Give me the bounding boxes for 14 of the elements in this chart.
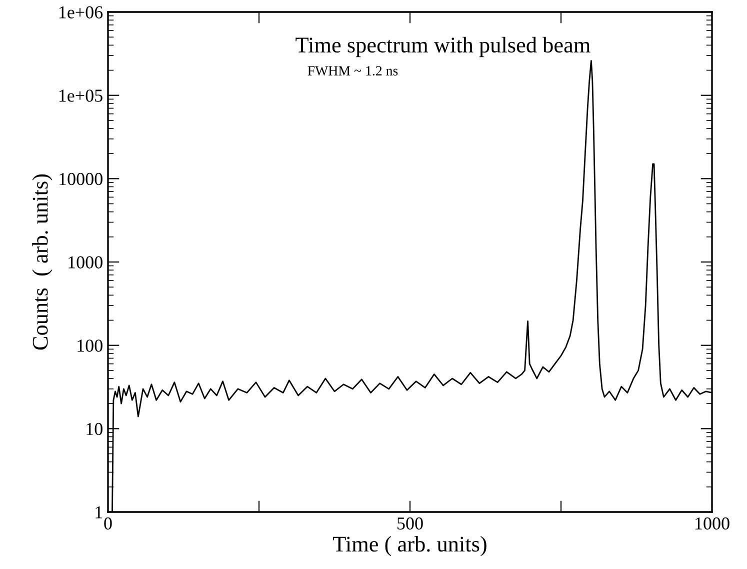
text: FWHM ~ 1.2 ns bbox=[308, 66, 398, 76]
y-tick-label: 10 bbox=[86, 422, 102, 436]
y-axis-title: Counts ( arb. units) bbox=[32, 174, 52, 350]
text: Time spectrum with pulsed beam bbox=[296, 36, 590, 58]
x-tick-label: 1000 bbox=[696, 517, 730, 530]
x-tick-label: 500 bbox=[398, 517, 423, 530]
y-tick-label: 1e+06 bbox=[59, 6, 103, 18]
x-tick-label: 0 bbox=[104, 517, 112, 530]
y-tick-label: 1e+05 bbox=[59, 90, 102, 102]
y-tick-label: 1 bbox=[96, 506, 102, 518]
y-tick-label: 10000 bbox=[60, 172, 102, 186]
y-tick-label: 1000 bbox=[68, 256, 102, 268]
y-tick-label: 100 bbox=[78, 340, 102, 352]
x-axis-title: Time ( arb. units) bbox=[333, 536, 486, 556]
